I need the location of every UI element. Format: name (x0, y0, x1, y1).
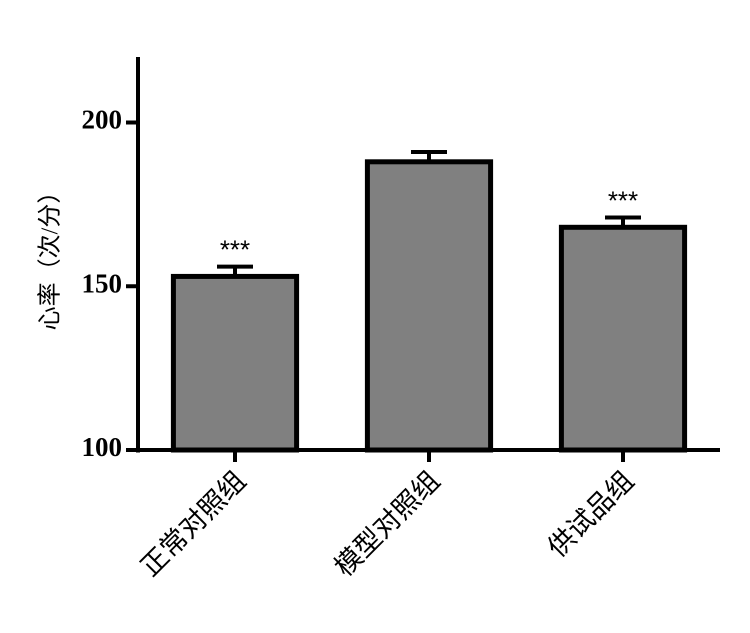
x-tick-label: 供试品组 (542, 465, 640, 563)
y-tick-label: 100 (82, 432, 123, 462)
y-tick-label: 200 (82, 105, 123, 135)
significance-label: *** (608, 185, 638, 215)
y-tick-label: 150 (82, 268, 123, 298)
bar (558, 224, 688, 453)
significance-label: *** (220, 235, 250, 265)
bar (170, 273, 300, 453)
x-tick-label: 模型对照组 (329, 465, 446, 582)
bar (364, 159, 494, 453)
y-axis-label: 心率（次/分） (37, 180, 64, 331)
x-tick-label: 正常对照组 (135, 465, 252, 582)
